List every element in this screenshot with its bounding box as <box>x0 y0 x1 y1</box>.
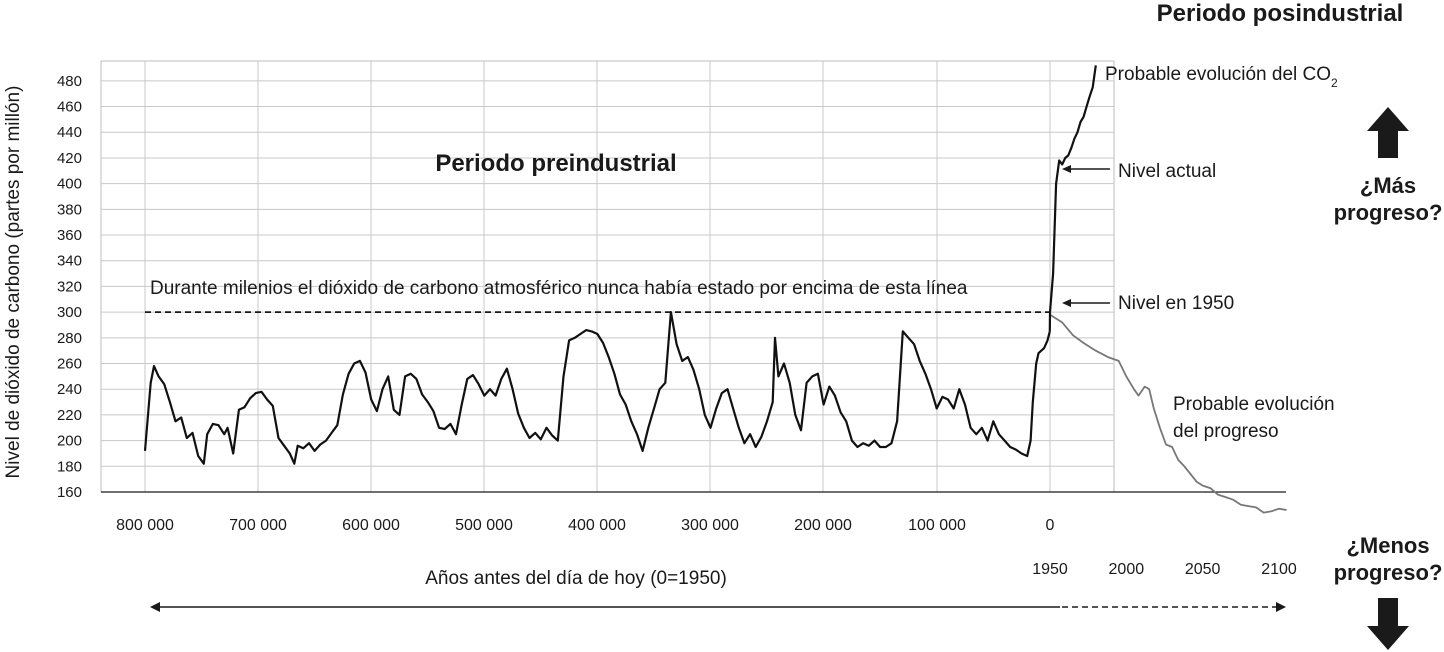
arrowhead-nivel-1950 <box>1062 299 1071 307</box>
y-tick-label: 400 <box>57 176 82 193</box>
x-axis-label: Años antes del día de hoy (0=1950) <box>425 568 727 589</box>
x-tick-label: 0 <box>1046 517 1055 534</box>
time-arrow-right-head <box>1276 602 1286 612</box>
annotation-probable-progreso-2: del progreso <box>1173 421 1279 442</box>
annotation-probable-co2: Probable evolución del CO2 <box>1105 64 1338 90</box>
y-tick-label: 280 <box>57 330 82 347</box>
series-co2-past <box>143 311 1051 465</box>
x-axis-ticks: 800 000 700 000 600 000 500 000 400 000 300 0… <box>116 517 1297 578</box>
y-tick-label: 360 <box>57 227 82 244</box>
y-tick-label: 220 <box>57 407 82 424</box>
y-tick-label: 420 <box>57 150 82 167</box>
y-tick-label: 260 <box>57 356 82 373</box>
reference-line-label: Durante milenios el dióxido de carbono a… <box>150 278 968 299</box>
series-progress <box>1049 313 1287 514</box>
annotation-nivel-actual: Nivel actual <box>1118 161 1216 182</box>
x-tick-label: 800 000 <box>116 517 174 534</box>
chart-title: Periodo posindustrial <box>1157 0 1404 27</box>
y-tick-label: 380 <box>57 201 82 218</box>
y-axis-ticks: 160 180 200 220 240 260 280 300 320 340 360 380 400 4… <box>57 73 82 501</box>
y-tick-label: 340 <box>57 253 82 270</box>
up-arrow-icon <box>1367 107 1409 158</box>
y-tick-label: 460 <box>57 99 82 116</box>
x-tick-label: 300 000 <box>681 517 739 534</box>
annotation-menos-progreso-1: ¿Menos <box>1346 533 1429 558</box>
y-tick-label: 440 <box>57 124 82 141</box>
series-co2-future <box>1048 65 1097 313</box>
time-arrow-left-head <box>150 602 160 612</box>
x-tick-label: 400 000 <box>568 517 626 534</box>
y-tick-label: 160 <box>57 484 82 501</box>
y-axis-label: Nivel de dióxido de carbono (partes por … <box>3 86 24 479</box>
series-group <box>143 65 1287 514</box>
grid <box>100 60 1286 493</box>
y-tick-label: 480 <box>57 73 82 90</box>
y-tick-label: 300 <box>57 304 82 321</box>
annotation-probable-progreso-1: Probable evolución <box>1173 394 1335 415</box>
x-tick-label-year: 1950 <box>1032 561 1068 578</box>
x-tick-label-year: 2050 <box>1185 561 1221 578</box>
y-tick-label: 240 <box>57 381 82 398</box>
annotation-nivel-1950: Nivel en 1950 <box>1118 293 1234 314</box>
x-tick-label: 600 000 <box>342 517 400 534</box>
down-arrow-icon <box>1367 598 1409 650</box>
x-tick-label: 100 000 <box>908 517 966 534</box>
arrowhead-nivel-actual <box>1062 165 1071 173</box>
annotation-mas-progreso-2: progreso? <box>1334 200 1443 225</box>
x-tick-label-year: 2000 <box>1109 561 1145 578</box>
chart-subtitle: Periodo preindustrial <box>435 150 676 177</box>
annotation-mas-progreso-1: ¿Más <box>1360 173 1416 198</box>
x-tick-label: 700 000 <box>229 517 287 534</box>
y-tick-label: 200 <box>57 433 82 450</box>
x-tick-label-year: 2100 <box>1261 561 1297 578</box>
y-tick-label: 320 <box>57 278 82 295</box>
x-tick-label: 200 000 <box>794 517 852 534</box>
plot-frame <box>100 60 1115 493</box>
annotation-menos-progreso-2: progreso? <box>1334 560 1443 585</box>
x-tick-label: 500 000 <box>455 517 513 534</box>
y-tick-label: 180 <box>57 458 82 475</box>
